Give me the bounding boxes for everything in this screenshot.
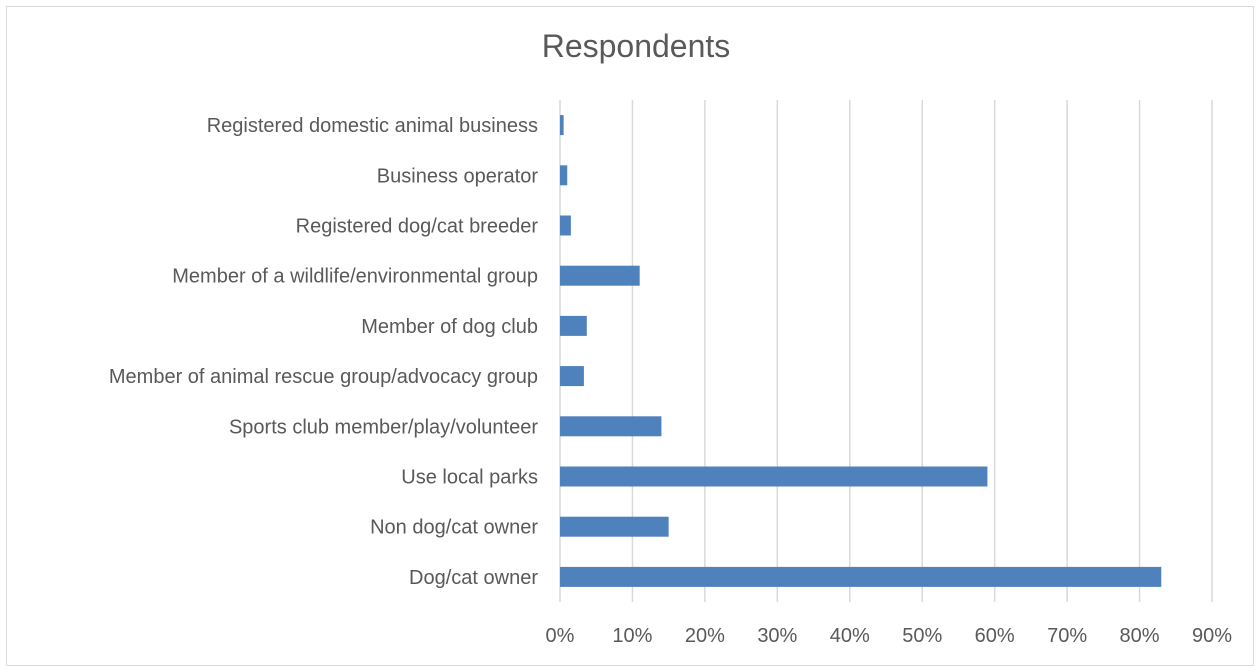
- x-tick-label: 30%: [757, 625, 797, 647]
- bar: [560, 315, 587, 336]
- x-tick-label: 60%: [975, 625, 1015, 647]
- category-label: Non dog/cat owner: [370, 517, 538, 539]
- x-tick-label: 10%: [612, 625, 652, 647]
- x-tick-label: 70%: [1047, 625, 1087, 647]
- category-label: Business operator: [377, 165, 539, 187]
- bar: [560, 215, 571, 236]
- category-label: Member of animal rescue group/advocacy g…: [109, 366, 538, 388]
- chart-title: Respondents: [541, 28, 731, 64]
- category-label: Member of a wildlife/environmental group: [172, 266, 538, 288]
- x-tick-label: 80%: [1120, 625, 1160, 647]
- x-tick-label: 40%: [830, 625, 870, 647]
- category-label: Registered dog/cat breeder: [296, 216, 539, 238]
- bar: [560, 265, 640, 286]
- category-label: Registered domestic animal business: [207, 115, 538, 137]
- category-label: Dog/cat owner: [409, 567, 538, 589]
- chart-frame: [6, 6, 1254, 666]
- bar: [560, 366, 584, 387]
- category-label: Use local parks: [401, 467, 538, 489]
- bar: [560, 165, 568, 186]
- bar: [560, 566, 1162, 587]
- x-tick-label: 0%: [546, 625, 575, 647]
- x-tick-label: 90%: [1192, 625, 1232, 647]
- bar: [560, 466, 988, 487]
- category-label: Member of dog club: [361, 316, 538, 338]
- bar: [560, 516, 669, 537]
- bar: [560, 416, 662, 437]
- x-tick-label: 20%: [685, 625, 725, 647]
- bar: [560, 115, 564, 136]
- x-tick-label: 50%: [902, 625, 942, 647]
- category-label: Sports club member/play/volunteer: [229, 416, 538, 438]
